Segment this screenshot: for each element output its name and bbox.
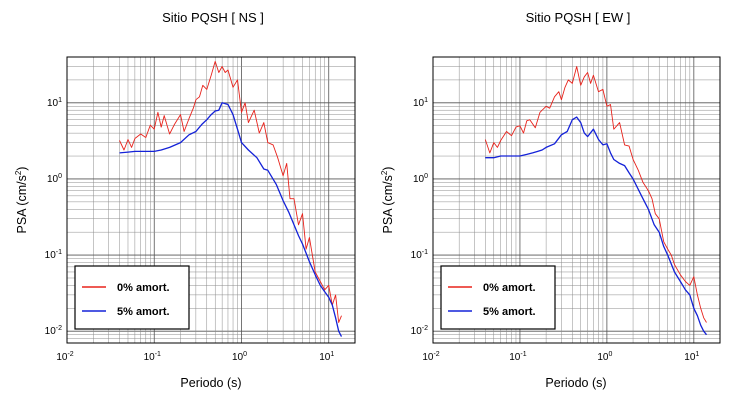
ew-y-tick-label-0: 10-2 <box>411 325 428 337</box>
ew-x-tick-base-0: 10 <box>422 352 434 363</box>
ew-series-damping-5-line <box>485 116 708 336</box>
ew-x-tick-exp-1: -1 <box>520 351 526 358</box>
ew-y-tick-exp-2: 0 <box>424 173 428 180</box>
ns-y-tick-base-2: 10 <box>47 174 59 185</box>
ns-plot-border <box>66 56 356 344</box>
ew-plot-border <box>432 56 721 344</box>
ew-y-tick-base-1: 10 <box>411 250 423 261</box>
ns-x-tick-base-0: 10 <box>56 352 68 363</box>
ns-chart-panel: Sitio PQSH [ NS ] 10-2 10-1 100 10110-210-1… <box>14 10 356 390</box>
ew-x-tick-base-2: 10 <box>597 352 609 363</box>
ns-x-tick-label-2: 100 <box>232 351 247 363</box>
ew-x-tick-label-3: 101 <box>684 351 699 363</box>
ew-x-tick-label-2: 100 <box>597 351 612 363</box>
ew-x-tick-label-0: 10-2 <box>422 351 439 363</box>
ns-y-tick-base-3: 10 <box>47 98 59 109</box>
ns-y-axis-label: PSA (cm/s2) <box>14 167 29 234</box>
ew-y-tick-label-3: 101 <box>413 97 428 109</box>
ns-y-tick-label-1: 10-1 <box>45 249 62 261</box>
ew-y-axis-label-end: ) <box>381 167 395 171</box>
ns-y-tick-exp-0: -2 <box>56 325 62 332</box>
ns-series-group <box>119 60 343 337</box>
ew-legend-box <box>440 265 556 330</box>
ns-y-axis-label-end: ) <box>15 167 29 171</box>
ns-x-tick-label-3: 101 <box>319 351 334 363</box>
ew-y-axis-label-sup: 2 <box>380 170 389 175</box>
ns-y-axis-label-main: PSA (cm/s <box>15 175 29 233</box>
ew-x-tick-exp-3: 1 <box>695 351 699 358</box>
ew-x-tick-exp-2: 0 <box>608 351 612 358</box>
ns-x-tick-label-1: 10-1 <box>144 351 161 363</box>
ew-legend-label-0: 0% amort. <box>483 282 536 294</box>
ew-y-axis-label: PSA (cm/s2) <box>380 167 395 234</box>
ns-y-tick-base-1: 10 <box>45 250 57 261</box>
ew-x-tick-exp-0: -2 <box>433 351 439 358</box>
ns-legend-box <box>74 265 190 330</box>
ew-y-tick-exp-0: -2 <box>422 325 428 332</box>
ns-x-tick-base-3: 10 <box>319 352 331 363</box>
ew-series-damping-0-line <box>484 66 707 323</box>
ew-x-axis-label: Periodo (s) <box>545 376 606 390</box>
ns-x-axis-label: Periodo (s) <box>180 376 241 390</box>
ew-x-tick-base-3: 10 <box>684 352 696 363</box>
ns-chart-title: Sitio PQSH [ NS ] <box>162 10 264 25</box>
ew-legend: 0% amort. 5% amort. <box>440 265 556 330</box>
ew-y-tick-label-2: 100 <box>413 173 428 185</box>
ew-series-group <box>484 66 708 336</box>
ns-y-tick-exp-1: -1 <box>56 249 62 256</box>
ns-y-tick-label-2: 100 <box>47 173 62 185</box>
ns-y-tick-exp-3: 1 <box>58 97 62 104</box>
ns-series-damping-5-line <box>119 102 343 337</box>
ew-y-tick-label-1: 10-1 <box>411 249 428 261</box>
ew-y-tick-base-3: 10 <box>413 98 425 109</box>
ns-x-tick-exp-1: -1 <box>155 351 161 358</box>
ns-y-tick-exp-2: 0 <box>58 173 62 180</box>
ns-x-tick-exp-0: -2 <box>67 351 73 358</box>
ew-y-tick-exp-3: 1 <box>424 97 428 104</box>
ns-x-tick-exp-3: 1 <box>330 351 334 358</box>
ns-y-tick-base-0: 10 <box>45 326 57 337</box>
ew-y-axis-label-main: PSA (cm/s <box>381 175 395 233</box>
ns-x-tick-exp-2: 0 <box>243 351 247 358</box>
ew-x-tick-label-1: 10-1 <box>509 351 526 363</box>
ew-legend-label-1: 5% amort. <box>483 306 536 318</box>
ew-y-tick-base-0: 10 <box>411 326 423 337</box>
ns-y-tick-label-3: 101 <box>47 97 62 109</box>
ns-x-tick-base-1: 10 <box>144 352 156 363</box>
ns-legend-label-1: 5% amort. <box>117 306 170 318</box>
ns-y-tick-label-0: 10-2 <box>45 325 62 337</box>
ew-x-tick-base-1: 10 <box>509 352 521 363</box>
ew-y-tick-exp-1: -1 <box>422 249 428 256</box>
ns-legend-label-0: 0% amort. <box>117 282 170 294</box>
ew-chart-panel: Sitio PQSH [ EW ] 10-2 10-1 100 10110-210-1… <box>380 10 721 390</box>
ns-x-tick-label-0: 10-2 <box>56 351 73 363</box>
ns-legend: 0% amort. 5% amort. <box>74 265 190 330</box>
ns-y-axis-label-sup: 2 <box>14 170 23 175</box>
ns-series-damping-0-line <box>119 60 342 323</box>
ew-chart-title: Sitio PQSH [ EW ] <box>526 10 631 25</box>
ew-y-tick-base-2: 10 <box>413 174 425 185</box>
ns-x-tick-base-2: 10 <box>232 352 244 363</box>
